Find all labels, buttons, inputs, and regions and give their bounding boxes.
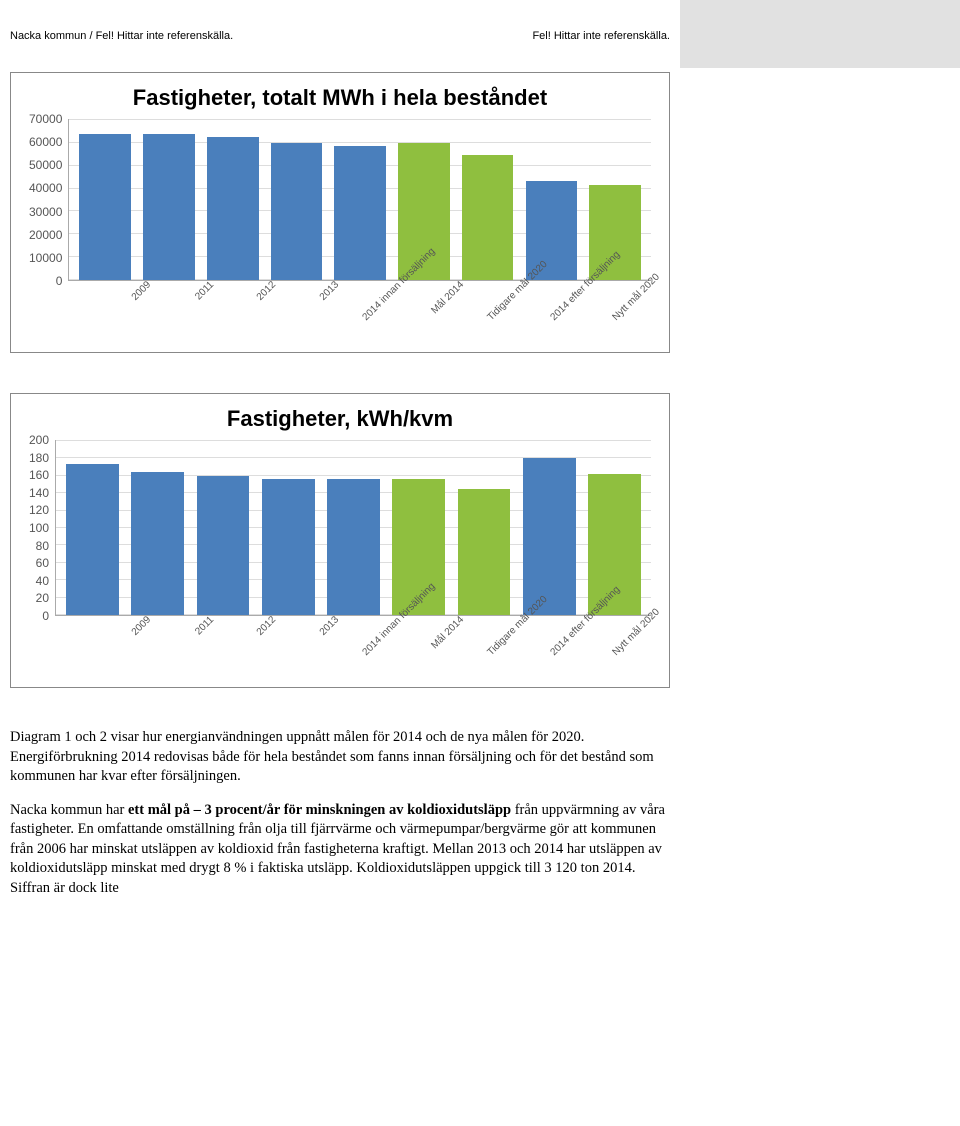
p2-bold: ett mål på – 3 procent/år för minskninge… bbox=[128, 802, 511, 818]
bar bbox=[271, 143, 323, 280]
bar bbox=[334, 146, 386, 280]
chart-1-x-axis: 20092011201220132014 innan försäljningMå… bbox=[29, 281, 651, 346]
bar bbox=[79, 134, 131, 280]
chart-2-bars bbox=[56, 440, 651, 615]
chart-1-plot bbox=[68, 119, 651, 281]
page-content: Nacka kommun / Fel! Hittar inte referens… bbox=[0, 0, 680, 943]
bar bbox=[262, 479, 315, 615]
header-left-text: Nacka kommun / Fel! Hittar inte referens… bbox=[10, 30, 233, 42]
page-header: Nacka kommun / Fel! Hittar inte referens… bbox=[10, 30, 670, 42]
header-right-text: Fel! Hittar inte referenskälla. bbox=[532, 30, 670, 42]
chart-1-x-labels: 20092011201220132014 innan försäljningMå… bbox=[79, 281, 651, 346]
body-text: Diagram 1 och 2 visar hur energianvändni… bbox=[10, 728, 670, 899]
bar bbox=[462, 155, 514, 280]
paragraph-1: Diagram 1 och 2 visar hur energianvändni… bbox=[10, 728, 670, 787]
bar bbox=[458, 489, 511, 615]
bar bbox=[131, 472, 184, 615]
x-label: Nytt mål 2020 bbox=[605, 620, 687, 702]
chart-2: Fastigheter, kWh/kvm 2001801601401201008… bbox=[10, 393, 670, 688]
chart-1-title: Fastigheter, totalt MWh i hela beståndet bbox=[29, 85, 651, 111]
bar bbox=[523, 458, 576, 615]
bar bbox=[197, 476, 250, 615]
chart-1: Fastigheter, totalt MWh i hela beståndet… bbox=[10, 72, 670, 353]
bar bbox=[327, 479, 380, 615]
x-label: Nytt mål 2020 bbox=[605, 285, 687, 367]
bar bbox=[526, 181, 578, 281]
chart-1-y-axis: 700006000050000400003000020000100000 bbox=[29, 119, 68, 281]
paragraph-2: Nacka kommun har ett mål på – 3 procent/… bbox=[10, 801, 670, 899]
bar bbox=[66, 464, 119, 615]
chart-2-plot bbox=[55, 440, 651, 616]
chart-2-x-axis: 20092011201220132014 innan försäljningMå… bbox=[29, 616, 651, 681]
chart-2-area: 200180160140120100806040200 bbox=[29, 440, 651, 616]
page-margin-shade bbox=[680, 0, 960, 68]
bar bbox=[143, 134, 195, 280]
chart-2-x-labels: 20092011201220132014 innan försäljningMå… bbox=[79, 616, 651, 681]
chart-1-bars bbox=[69, 119, 651, 280]
chart-2-y-axis: 200180160140120100806040200 bbox=[29, 440, 55, 616]
bar bbox=[207, 137, 259, 280]
p2-part-a: Nacka kommun har bbox=[10, 802, 128, 818]
chart-1-area: 700006000050000400003000020000100000 bbox=[29, 119, 651, 281]
chart-2-title: Fastigheter, kWh/kvm bbox=[29, 406, 651, 432]
